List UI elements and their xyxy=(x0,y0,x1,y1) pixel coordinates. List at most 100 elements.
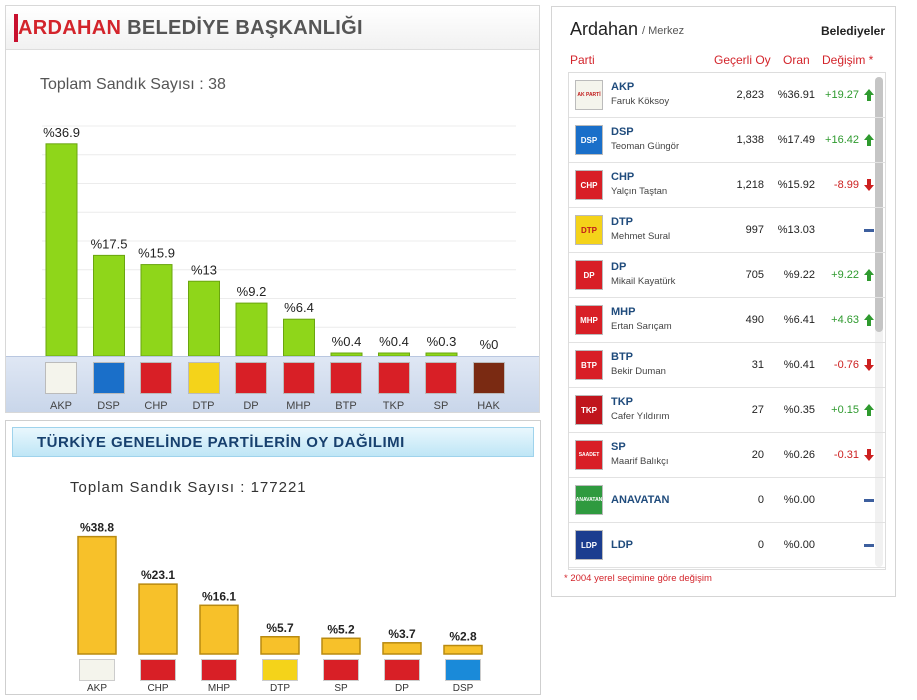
col-header-pct: Oran xyxy=(783,53,810,67)
table-row[interactable]: MHP MHP Ertan Sarıçam 490 %6.41 +4.63 xyxy=(569,298,885,343)
table-district: / Merkez xyxy=(642,25,685,37)
table-type[interactable]: Belediyeler xyxy=(820,24,885,38)
table-row[interactable]: CHP CHP Yalçın Taştan 1,218 %15.92 -8.99 xyxy=(569,163,885,208)
results-table-panel: Ardahan / Merkez Belediyeler Parti Geçer… xyxy=(551,6,896,597)
party-name: SP xyxy=(611,441,626,453)
mhp-logo-icon xyxy=(201,659,237,681)
bar-akp xyxy=(77,535,117,655)
tick-label-mhp: MHP xyxy=(286,400,311,412)
vote-change: -8.99 xyxy=(833,179,859,191)
arrow-up-icon xyxy=(864,314,874,326)
vote-percentage: %9.22 xyxy=(783,269,815,281)
bar-dsp xyxy=(93,254,125,356)
vote-change: +9.22 xyxy=(831,269,859,281)
tick-label-dp: DP xyxy=(243,400,259,412)
ldp-logo-icon: LDP xyxy=(575,530,603,560)
bar-dsp xyxy=(443,644,483,655)
table-row[interactable]: DTP DTP Mehmet Sural 997 %13.03 xyxy=(569,208,885,253)
bar-dtp xyxy=(188,280,220,356)
dsp-logo-icon xyxy=(92,362,125,394)
no-change-icon xyxy=(864,229,874,232)
bar-chp xyxy=(140,264,173,356)
arrow-up-icon xyxy=(864,404,874,416)
vote-count: 1,218 xyxy=(736,179,764,191)
data-label-chp: %23.1 xyxy=(141,568,175,582)
vote-percentage: %15.92 xyxy=(777,179,815,191)
table-scrollbar[interactable] xyxy=(875,77,883,567)
vote-count: 31 xyxy=(751,359,764,371)
local-title-office: BELEDİYE BAŞKANLIĞI xyxy=(127,17,363,39)
data-label-btp: %0.4 xyxy=(332,334,362,349)
tick-label-sp: SP xyxy=(334,683,348,694)
local-results-panel: ARDAHAN BELEDİYE BAŞKANLIĞI Toplam Sandı… xyxy=(5,5,540,413)
bar-dp xyxy=(235,302,268,356)
table-row[interactable]: SAADET SP Maarif Balıkçı 20 %0.26 -0.31 xyxy=(569,433,885,478)
vote-change: -0.76 xyxy=(833,359,859,371)
chp-logo-icon xyxy=(140,659,176,681)
vote-count: 0 xyxy=(757,539,764,551)
data-label-akp: %36.9 xyxy=(43,125,80,140)
bar-sp xyxy=(425,352,458,356)
dp-logo-icon xyxy=(235,362,267,394)
national-bar-chart: %38.8 %23.1 %16.1 %5.7 %5.2 %3.7 %2.8 xyxy=(77,521,483,655)
bar-mhp xyxy=(199,604,239,655)
national-ballot-box-count: Toplam Sandık Sayısı : 177221 xyxy=(70,479,307,496)
table-row[interactable]: ANAVATAN ANAVATAN 0 %0.00 xyxy=(569,478,885,523)
candidate-name: Cafer Yıldırım xyxy=(611,411,670,422)
table-row[interactable]: TKP TKP Cafer Yıldırım 27 %0.35 +0.15 xyxy=(569,388,885,433)
local-bar-chart: %36.9 %17.5 %15.9 %13 %9.2 %6.4 %0.4 %0.4 %0.3 %0 xyxy=(42,125,516,356)
bar-btp xyxy=(330,352,363,356)
candidate-name: Maarif Balıkçı xyxy=(611,456,669,467)
akp-logo-icon: AK PARTİ xyxy=(575,80,603,110)
table-row[interactable]: AK PARTİ AKP Faruk Köksoy 2,823 %36.91 +19.27 xyxy=(569,73,885,118)
dp-logo-icon: DP xyxy=(575,260,603,290)
candidate-name: Mikail Kayatürk xyxy=(611,276,676,287)
arrow-up-icon xyxy=(864,269,874,281)
dsp-logo-icon: DSP xyxy=(575,125,603,155)
table-row[interactable]: LDP LDP 0 %0.00 xyxy=(569,523,885,568)
bar-tkp xyxy=(378,352,410,356)
arrow-up-icon xyxy=(864,134,874,146)
vote-percentage: %13.03 xyxy=(777,224,815,236)
party-name: DTP xyxy=(611,216,633,228)
vote-change: +0.15 xyxy=(831,404,859,416)
arrow-down-icon xyxy=(864,179,874,191)
tick-label-chp: CHP xyxy=(144,400,168,412)
tick-label-dtp: DTP xyxy=(270,683,290,694)
local-header: ARDAHAN BELEDİYE BAŞKANLIĞI xyxy=(6,6,539,50)
anavatan-logo-icon: ANAVATAN xyxy=(575,485,603,515)
tick-label-chp: CHP xyxy=(147,683,169,694)
party-name: TKP xyxy=(611,396,633,408)
dtp-logo-icon: DTP xyxy=(575,215,603,245)
bar-chp xyxy=(138,583,178,655)
btp-logo-icon xyxy=(330,362,362,394)
header-accent xyxy=(14,14,18,42)
vote-percentage: %0.00 xyxy=(783,539,815,551)
vote-percentage: %0.35 xyxy=(783,404,815,416)
party-name: CHP xyxy=(611,171,635,183)
tick-label-akp: AKP xyxy=(49,400,72,412)
btp-logo-icon: BTP xyxy=(575,350,603,380)
vote-count: 2,823 xyxy=(736,89,764,101)
scrollbar-thumb[interactable] xyxy=(875,77,883,332)
data-label-sp: %0.3 xyxy=(427,334,457,349)
sp-logo-icon xyxy=(425,362,457,394)
candidate-name: Teoman Güngör xyxy=(611,141,680,152)
table-row[interactable]: DP DP Mikail Kayatürk 705 %9.22 +9.22 xyxy=(569,253,885,298)
data-label-tkp: %0.4 xyxy=(379,334,409,349)
vote-percentage: %6.41 xyxy=(783,314,815,326)
table-row[interactable]: BTP BTP Bekir Duman 31 %0.41 -0.76 xyxy=(569,343,885,388)
col-header-change: Değişim * xyxy=(822,53,874,67)
table-city: Ardahan xyxy=(570,19,639,39)
bar-mhp xyxy=(283,318,315,356)
tick-label-btp: BTP xyxy=(335,400,357,412)
vote-percentage: %0.41 xyxy=(783,359,815,371)
data-label-mhp: %6.4 xyxy=(284,300,314,315)
table-row[interactable]: DSP DSP Teoman Güngör 1,338 %17.49 +16.42 xyxy=(569,118,885,163)
dp-logo-icon xyxy=(384,659,420,681)
candidate-name: Mehmet Sural xyxy=(611,231,671,242)
vote-count: 490 xyxy=(745,314,764,326)
vote-count: 997 xyxy=(745,224,764,236)
bar-dp xyxy=(382,642,422,655)
vote-change: +16.42 xyxy=(825,134,859,146)
